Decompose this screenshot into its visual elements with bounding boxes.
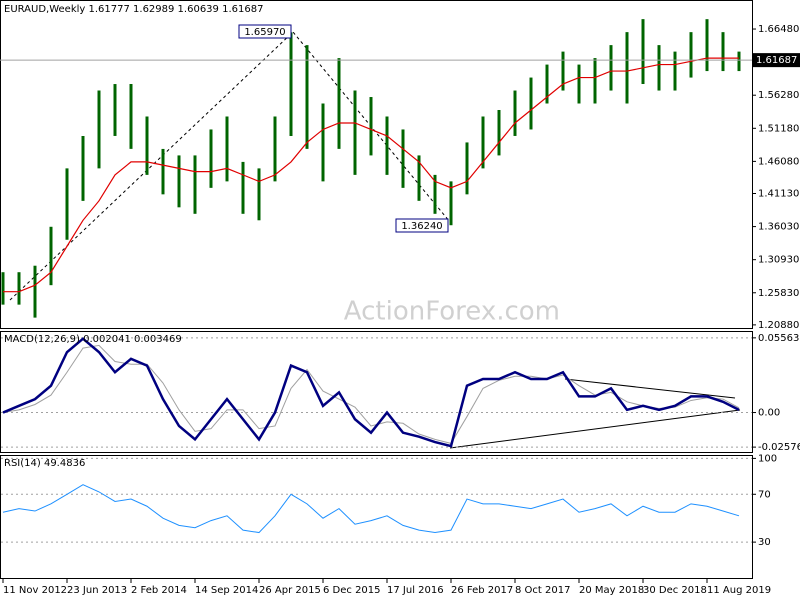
- last-price-box: [753, 53, 800, 68]
- last-price-label: 1.61687: [756, 55, 797, 66]
- x-tick-label: 20 May 2018: [579, 585, 644, 596]
- y-tick-label: 1.36030: [758, 222, 799, 233]
- x-tick-label: 26 Apr 2015: [259, 585, 321, 596]
- indicator-line: [2, 484, 740, 534]
- rsi-title: RSI(14) 49.4836: [4, 458, 85, 469]
- y-tick-label: -0.02576: [758, 442, 800, 453]
- y-tick-label: 1.51180: [758, 123, 799, 134]
- rsi-panel: [0, 455, 753, 579]
- trend-line: [449, 409, 741, 449]
- annotation: 1.36240: [401, 221, 442, 232]
- y-tick-label: 0.00: [758, 408, 780, 419]
- x-tick-label: 11 Aug 2019: [707, 585, 771, 596]
- x-tick-label: 17 Jul 2016: [387, 585, 444, 596]
- y-tick-label: 1.30930: [758, 255, 799, 266]
- trend-line: [564, 378, 736, 399]
- macd-title: MACD(12,26,9) 0.002041 0.003469: [4, 334, 182, 345]
- price-title: EURAUD,Weekly 1.61777 1.62989 1.60639 1.…: [4, 4, 263, 15]
- x-tick-label: 30 Dec 2018: [643, 585, 707, 596]
- x-tick-label: 26 Feb 2017: [451, 585, 513, 596]
- x-tick-label: 11 Nov 2012: [3, 585, 67, 596]
- macd-panel: [0, 331, 753, 453]
- y-tick-label: 0.055637: [758, 333, 800, 344]
- price-panel: [0, 0, 753, 329]
- moving-average: [3, 57, 739, 293]
- y-tick-label: 1.56280: [758, 90, 799, 101]
- y-tick-label: 100: [758, 453, 777, 464]
- y-tick-label: 1.20880: [758, 320, 799, 331]
- y-tick-label: 30: [758, 537, 771, 548]
- annotation-box: [395, 218, 449, 233]
- y-tick-label: 1.66480: [758, 24, 799, 35]
- x-tick-label: 8 Oct 2017: [515, 585, 570, 596]
- x-tick-label: 14 Sep 2014: [195, 585, 258, 596]
- y-tick-label: 1.41130: [758, 189, 799, 200]
- annotation: 1.65970: [244, 27, 285, 38]
- y-tick-label: 1.46080: [758, 156, 799, 167]
- trend-line: [9, 31, 451, 301]
- watermark: ActionForex.com: [344, 297, 560, 327]
- annotation-box: [238, 24, 292, 39]
- x-tick-label: 6 Dec 2015: [323, 585, 381, 596]
- x-tick-label: 2 Feb 2014: [131, 585, 187, 596]
- y-tick-label: 70: [758, 489, 771, 500]
- indicator-line: [2, 337, 740, 448]
- x-tick-label: 23 Jun 2013: [67, 585, 127, 596]
- y-tick-label: 1.25830: [758, 288, 799, 299]
